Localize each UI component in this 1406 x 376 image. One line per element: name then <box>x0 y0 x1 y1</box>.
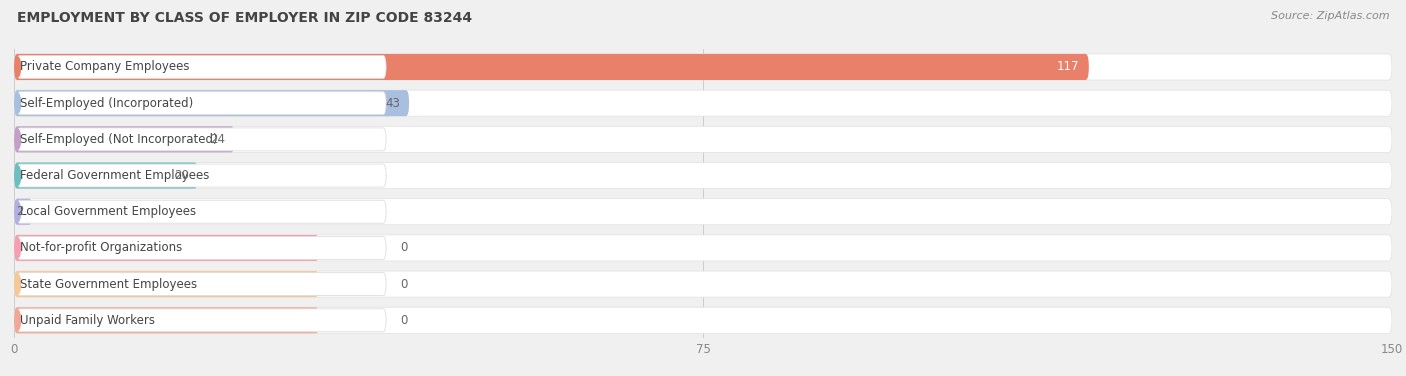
Text: 43: 43 <box>385 97 399 110</box>
FancyBboxPatch shape <box>14 235 1392 261</box>
FancyBboxPatch shape <box>14 126 1392 152</box>
Text: 24: 24 <box>211 133 225 146</box>
FancyBboxPatch shape <box>14 307 319 334</box>
FancyBboxPatch shape <box>17 128 387 151</box>
Text: Unpaid Family Workers: Unpaid Family Workers <box>20 314 155 327</box>
FancyBboxPatch shape <box>17 92 387 115</box>
Text: Source: ZipAtlas.com: Source: ZipAtlas.com <box>1271 11 1389 21</box>
FancyBboxPatch shape <box>14 199 32 225</box>
FancyBboxPatch shape <box>17 164 387 187</box>
Text: 0: 0 <box>399 314 408 327</box>
FancyBboxPatch shape <box>17 237 387 259</box>
FancyBboxPatch shape <box>17 309 387 332</box>
Text: Federal Government Employees: Federal Government Employees <box>20 169 209 182</box>
Circle shape <box>15 130 21 149</box>
Text: 117: 117 <box>1057 61 1080 73</box>
FancyBboxPatch shape <box>14 126 235 152</box>
Text: Self-Employed (Not Incorporated): Self-Employed (Not Incorporated) <box>20 133 218 146</box>
Text: 2: 2 <box>15 205 24 218</box>
FancyBboxPatch shape <box>14 162 198 189</box>
FancyBboxPatch shape <box>14 90 409 116</box>
Text: 0: 0 <box>399 241 408 255</box>
Text: Private Company Employees: Private Company Employees <box>20 61 190 73</box>
FancyBboxPatch shape <box>17 273 387 296</box>
FancyBboxPatch shape <box>14 271 1392 297</box>
FancyBboxPatch shape <box>14 235 319 261</box>
Circle shape <box>15 58 21 77</box>
FancyBboxPatch shape <box>14 90 1392 116</box>
FancyBboxPatch shape <box>14 199 1392 225</box>
FancyBboxPatch shape <box>14 307 1392 334</box>
FancyBboxPatch shape <box>14 54 1088 80</box>
FancyBboxPatch shape <box>14 271 319 297</box>
Text: 0: 0 <box>399 277 408 291</box>
Text: 20: 20 <box>174 169 188 182</box>
Circle shape <box>15 238 21 258</box>
Text: State Government Employees: State Government Employees <box>20 277 197 291</box>
Circle shape <box>15 311 21 330</box>
FancyBboxPatch shape <box>14 54 1392 80</box>
Circle shape <box>15 274 21 294</box>
Text: EMPLOYMENT BY CLASS OF EMPLOYER IN ZIP CODE 83244: EMPLOYMENT BY CLASS OF EMPLOYER IN ZIP C… <box>17 11 472 25</box>
Circle shape <box>15 166 21 185</box>
FancyBboxPatch shape <box>14 162 1392 189</box>
Text: Local Government Employees: Local Government Employees <box>20 205 195 218</box>
Text: Not-for-profit Organizations: Not-for-profit Organizations <box>20 241 183 255</box>
FancyBboxPatch shape <box>17 56 387 79</box>
Text: Self-Employed (Incorporated): Self-Employed (Incorporated) <box>20 97 193 110</box>
Circle shape <box>15 202 21 221</box>
FancyBboxPatch shape <box>17 200 387 223</box>
Circle shape <box>15 94 21 113</box>
